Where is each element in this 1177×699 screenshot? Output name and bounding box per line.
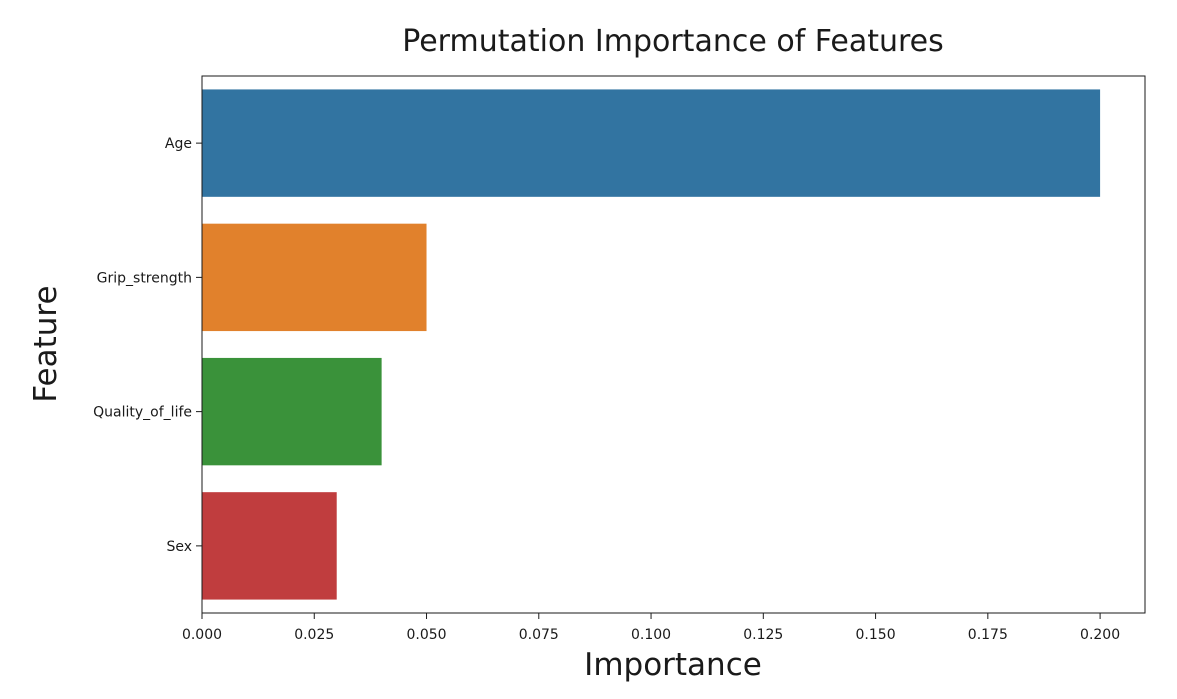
x-tick-label: 0.150	[856, 627, 896, 643]
bar-age	[202, 89, 1101, 197]
x-tick-label: 0.050	[406, 627, 446, 643]
x-tick-label: 0.025	[294, 627, 334, 643]
x-tick-label: 0.075	[519, 627, 559, 643]
x-tick-label: 0.125	[743, 627, 783, 643]
x-tick-label: 0.100	[631, 627, 671, 643]
bar-sex	[202, 492, 337, 600]
y-tick-label-grip-strength: Grip_strength	[97, 270, 192, 286]
bar-grip-strength	[202, 223, 427, 332]
x-axis-label: Importance	[584, 647, 762, 683]
bar-quality-of-life	[202, 357, 382, 466]
y-axis-label: Feature	[28, 285, 64, 402]
y-tick-label-sex: Sex	[166, 539, 192, 555]
y-ticks-group: Age Grip_strength Quality_of_life Sex	[93, 136, 202, 555]
x-tick-label: 0.200	[1080, 627, 1120, 643]
y-tick-label-age: Age	[165, 136, 192, 152]
x-ticks-group: 0.000 0.025 0.050 0.075 0.100 0.125 0.150 0.175…	[182, 613, 1120, 643]
chart-title: Permutation Importance of Features	[402, 24, 944, 59]
x-tick-label: 0.000	[182, 627, 222, 643]
plot-frame	[201, 75, 1146, 614]
y-tick-label-quality-of-life: Quality_of_life	[93, 405, 192, 421]
x-tick-label: 0.175	[968, 627, 1008, 643]
bars-group	[202, 89, 1101, 600]
